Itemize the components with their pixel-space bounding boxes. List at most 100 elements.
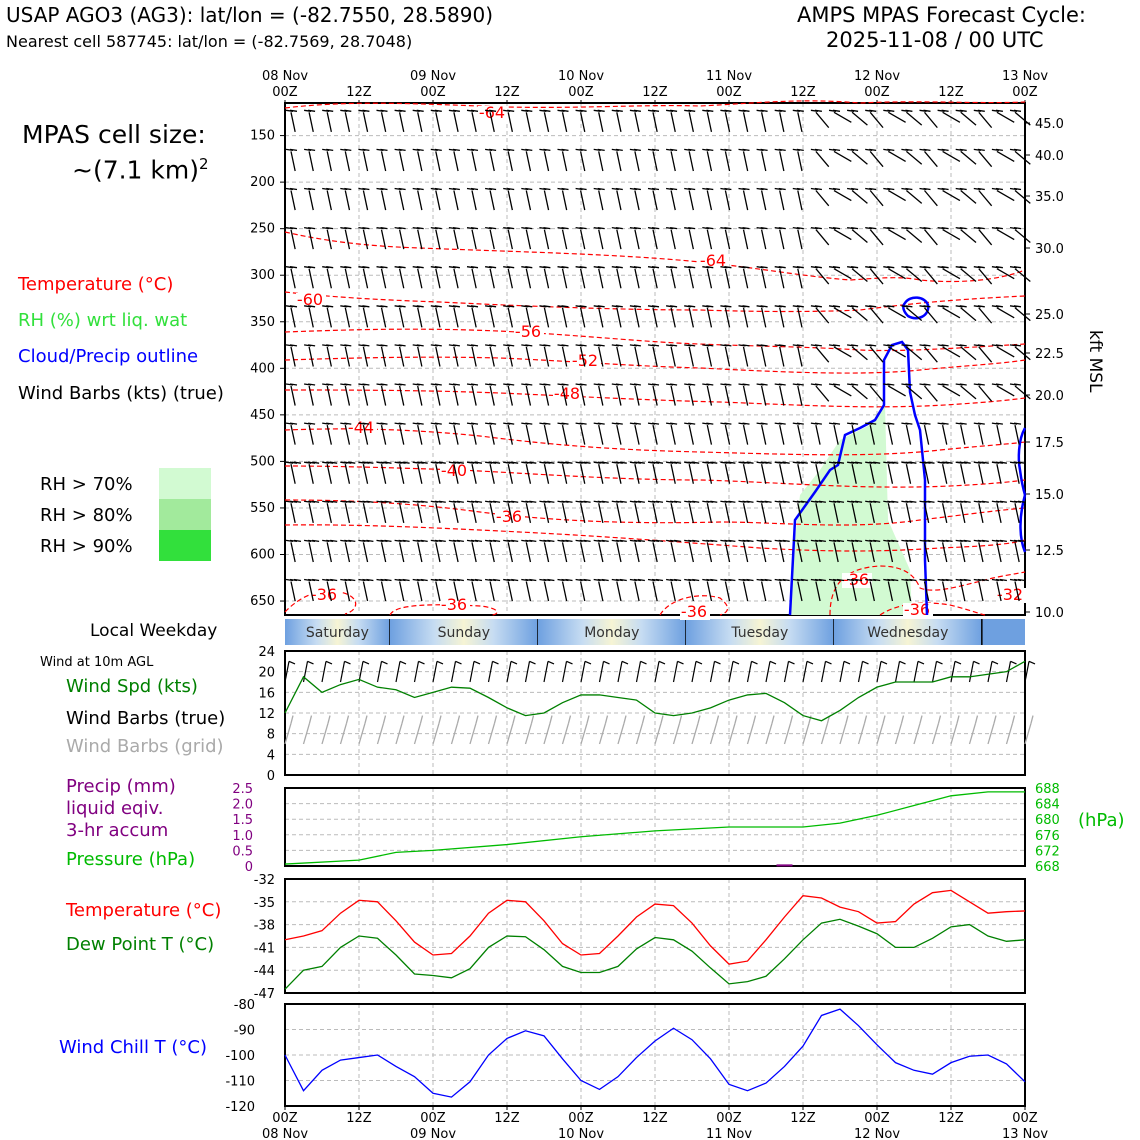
wind-barb bbox=[448, 539, 464, 563]
wind-barb-flag bbox=[995, 148, 1003, 152]
wind-barb-flag bbox=[633, 148, 641, 152]
wind-barb bbox=[629, 109, 641, 133]
wind-barb-grid-flag bbox=[475, 715, 479, 724]
top-date-label: 08 Nov bbox=[262, 69, 308, 84]
wind-barb-staff bbox=[435, 151, 441, 172]
wind-barb bbox=[702, 578, 718, 602]
wind-barb-flag bbox=[525, 187, 533, 191]
wind-barb-staff bbox=[833, 385, 852, 397]
wind-barb-flag bbox=[561, 148, 569, 152]
wind-barb-flag bbox=[326, 187, 334, 191]
wind-barb-grid-staff bbox=[765, 723, 773, 745]
wind-barb bbox=[503, 383, 515, 406]
wind-barb-true bbox=[617, 660, 629, 683]
wind-barb bbox=[792, 422, 804, 445]
wind-barb-flag bbox=[814, 344, 822, 347]
wind-barb-flag bbox=[674, 539, 682, 543]
wind-barb-flag bbox=[941, 226, 949, 230]
wind-barb bbox=[901, 422, 913, 445]
wind-barb-staff bbox=[742, 268, 749, 289]
wind-barb bbox=[611, 109, 623, 133]
wind-barb bbox=[666, 226, 678, 250]
temperature-contour bbox=[284, 428, 1026, 456]
wind-barb-staff bbox=[996, 229, 1015, 241]
wind-barb-staff bbox=[471, 229, 477, 250]
wind-barb-grid bbox=[746, 715, 757, 745]
wind-barb-flag bbox=[651, 383, 660, 386]
wind-barb-flag bbox=[905, 422, 913, 425]
wind-barb-true-staff bbox=[802, 661, 808, 683]
wind-barb-flag bbox=[959, 422, 967, 425]
wind-barb-grid bbox=[672, 715, 683, 745]
wind-barb-staff bbox=[688, 229, 694, 250]
wind-barb bbox=[666, 266, 678, 289]
wind-barb-flag bbox=[470, 187, 479, 191]
wind-barb-grid-flag bbox=[364, 715, 368, 724]
wind-tick-label: 16 bbox=[258, 686, 275, 701]
rh-legend-70-label: RH > 70% bbox=[40, 474, 133, 495]
wind-barb-staff bbox=[815, 581, 821, 602]
wind-barb bbox=[702, 226, 714, 250]
wind-barb bbox=[991, 578, 1007, 602]
wind-barb-flag bbox=[289, 148, 298, 152]
wind-barb-flag bbox=[330, 578, 338, 582]
wind-barb-staff bbox=[978, 503, 984, 523]
wind-barb-flag bbox=[398, 148, 406, 152]
wind-barb bbox=[991, 148, 1015, 162]
wind-barb-flag bbox=[981, 578, 989, 582]
wind-barb-staff bbox=[960, 503, 966, 523]
wind-barb-flag bbox=[670, 109, 678, 112]
wind-barb-staff bbox=[742, 307, 749, 328]
wind-barb-flag bbox=[674, 500, 682, 503]
wind-barb bbox=[557, 539, 573, 563]
wind-barb bbox=[738, 539, 754, 563]
wind-barb-grid bbox=[395, 715, 405, 745]
wind-barb-flag bbox=[362, 266, 370, 269]
wind-barb-flag bbox=[543, 305, 551, 308]
wind-barb-flag bbox=[615, 344, 623, 347]
wind-barb bbox=[376, 305, 388, 328]
wind-barb bbox=[448, 148, 460, 172]
wind-barb bbox=[394, 344, 406, 367]
wind-barb bbox=[810, 383, 830, 402]
contour-label-bg bbox=[495, 510, 525, 525]
wind-barb bbox=[883, 578, 899, 602]
wind-barb-flag bbox=[474, 539, 483, 543]
wind-barb bbox=[412, 461, 428, 484]
wind-barb-staff bbox=[344, 190, 351, 211]
bottom-date-label: 13 Nov bbox=[1002, 1127, 1048, 1140]
wind-barb-true-flag bbox=[917, 660, 925, 665]
wind-barb-staff bbox=[670, 542, 676, 563]
wind-barb-staff bbox=[815, 307, 830, 324]
wind-barb-flag bbox=[832, 148, 841, 152]
wind-barb-flag bbox=[782, 500, 790, 503]
wind-barb-true bbox=[487, 660, 499, 683]
wind-barb-staff bbox=[779, 151, 785, 172]
wind-barb bbox=[575, 422, 587, 445]
temperature-legend: Temperature (°C) bbox=[66, 900, 222, 921]
wind-barb-staff bbox=[724, 542, 731, 563]
wind-barb-flag bbox=[489, 226, 497, 230]
top-time-label: 00Z bbox=[864, 85, 890, 100]
wind-barb bbox=[720, 578, 736, 602]
wind-barb-staff bbox=[797, 503, 803, 523]
wind-barb bbox=[955, 344, 977, 361]
wind-barb-staff bbox=[1014, 229, 1031, 243]
wind-barb bbox=[430, 305, 442, 328]
wind-barb-staff bbox=[489, 542, 495, 563]
wind-barb-flag bbox=[724, 305, 732, 308]
wind-barb bbox=[358, 578, 374, 602]
wind-barb-staff bbox=[579, 346, 586, 367]
top-time-label: 12Z bbox=[346, 85, 372, 100]
wind-barb-staff bbox=[1014, 503, 1020, 523]
wind-barb-flag bbox=[525, 266, 533, 269]
wind-barb-flag bbox=[728, 539, 736, 543]
wind-barbs-true-legend: Wind Barbs (true) bbox=[66, 708, 226, 729]
wind-barb bbox=[720, 422, 732, 445]
wind-barb-grid-staff bbox=[450, 723, 459, 745]
wind-barb-flag bbox=[873, 500, 881, 503]
wind-barb-flag bbox=[452, 187, 460, 191]
wind-barb-staff bbox=[905, 424, 912, 445]
wind-barb-staff bbox=[471, 581, 477, 602]
bottom-date-label: 11 Nov bbox=[706, 1127, 752, 1140]
